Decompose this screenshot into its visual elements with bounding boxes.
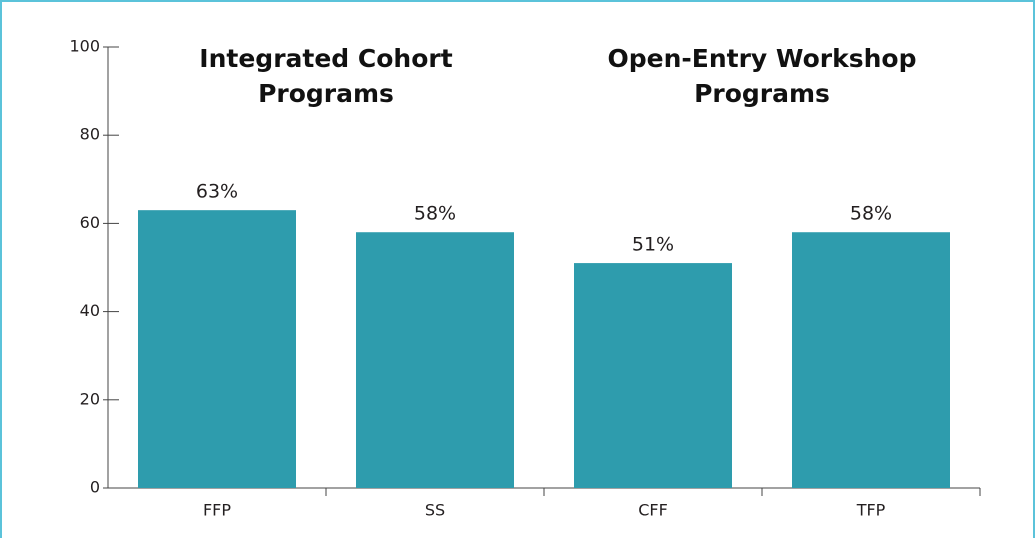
bar	[138, 210, 296, 489]
value-label: 51%	[632, 234, 674, 256]
y-tick-label: 60	[80, 213, 100, 232]
x-tick-label: CFF	[638, 501, 668, 520]
value-label: 63%	[196, 181, 238, 203]
bar	[356, 232, 514, 488]
group-label: Open-Entry Workshop	[608, 44, 917, 73]
y-tick-label: 20	[80, 389, 100, 408]
value-label: 58%	[850, 203, 892, 225]
y-tick-label: 80	[80, 125, 100, 144]
x-tick-label: FFP	[203, 501, 231, 520]
y-tick-label: 100	[69, 37, 100, 56]
y-tick-label: 40	[80, 301, 100, 320]
x-tick-label: SS	[425, 501, 445, 520]
x-tick-label: TFP	[856, 501, 886, 520]
value-label: 58%	[414, 203, 456, 225]
bar	[792, 232, 950, 488]
group-label: Programs	[258, 79, 394, 108]
group-label: Programs	[694, 79, 830, 108]
y-tick-label: 0	[90, 478, 100, 497]
bar	[574, 263, 732, 488]
group-label: Integrated Cohort	[199, 44, 452, 73]
